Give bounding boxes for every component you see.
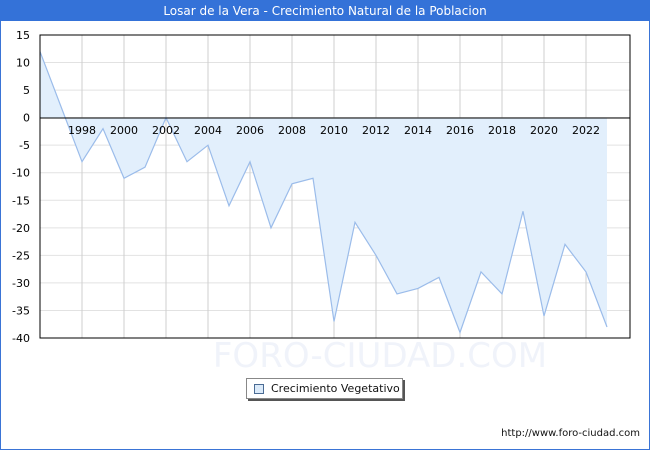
chart-title: Losar de la Vera - Crecimiento Natural d… — [0, 0, 650, 21]
x-tick-label: 2022 — [572, 124, 600, 137]
y-tick-label: -25 — [12, 249, 30, 262]
y-tick-label: -20 — [12, 222, 30, 235]
x-tick-label: 2006 — [236, 124, 264, 137]
source-url: http://www.foro-ciudad.com — [501, 428, 640, 439]
x-tick-label: 2014 — [404, 124, 432, 137]
y-tick-label: -5 — [19, 139, 30, 152]
x-tick-label: 2020 — [530, 124, 558, 137]
legend-label: Crecimiento Vegetativo — [271, 382, 400, 395]
y-tick-label: -35 — [12, 304, 30, 317]
y-axis-ticks: 15 10 5 0 -5 -10 -15 -20 -25 -30 -35 -40 — [12, 29, 30, 345]
x-axis-ticks: 1998 2000 2002 2004 2006 2008 2010 2012 2014 2016… — [68, 124, 600, 137]
x-tick-label: 2016 — [446, 124, 474, 137]
x-tick-label: 2008 — [278, 124, 306, 137]
x-tick-label: 2010 — [320, 124, 348, 137]
x-tick-label: 2004 — [194, 124, 222, 137]
x-tick-label: 2000 — [110, 124, 138, 137]
area-fill — [40, 51, 607, 333]
y-tick-label: 0 — [23, 112, 30, 125]
legend: Crecimiento Vegetativo — [246, 378, 403, 399]
y-tick-label: -30 — [12, 277, 30, 290]
y-tick-label: -10 — [12, 167, 30, 180]
x-tick-label: 1998 — [68, 124, 96, 137]
data-line — [39, 51, 608, 335]
x-tick-label: 2018 — [488, 124, 516, 137]
y-tick-label: 10 — [16, 57, 30, 70]
y-tick-label: -40 — [12, 332, 30, 345]
x-tick-label: 2012 — [362, 124, 390, 137]
y-tick-label: 15 — [16, 29, 30, 42]
y-tick-label: 5 — [23, 84, 30, 97]
y-tick-label: -15 — [12, 194, 30, 207]
watermark: FORO-CIUDAD.COM — [213, 336, 547, 376]
plot-border — [39, 34, 631, 339]
legend-swatch-icon — [254, 384, 264, 394]
x-tick-label: 2002 — [152, 124, 180, 137]
